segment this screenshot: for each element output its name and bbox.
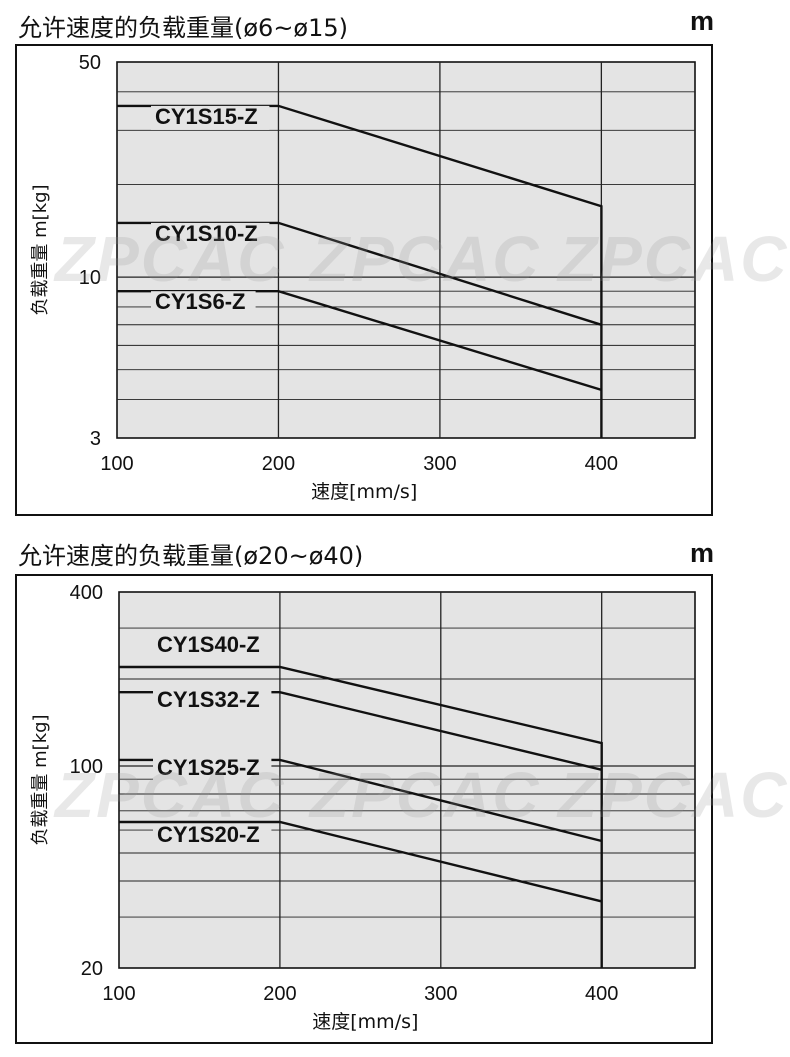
- x-tick-label: 400: [585, 983, 618, 1005]
- unit-mark: m: [689, 538, 714, 568]
- series-label-bg: [151, 222, 270, 247]
- chart-svg: 100 200 300 400 400 100 20 速度[mm/s] 负载重量 m[kg] CY…: [30, 582, 696, 1033]
- series-label-bg: [153, 634, 272, 659]
- series-label: CY1S25-Z: [157, 755, 260, 780]
- chart-svg: 100 200 300 400 50 10 3 速度[mm/s] 负载重量 m[kg] CY1S1…: [30, 52, 696, 503]
- chart-title: 允许速度的负载重量(ø20~ø40): [18, 542, 364, 570]
- y-tick-label: 50: [79, 52, 101, 74]
- x-tick-label: 100: [102, 983, 135, 1005]
- series-label-bg: [151, 105, 270, 130]
- unit-mark: m: [689, 6, 714, 36]
- series-label: CY1S6-Z: [155, 289, 245, 314]
- series-line: [117, 221, 602, 326]
- chart-title: 允许速度的负载重量(ø6~ø15): [18, 14, 349, 42]
- y-tick-label: 400: [70, 582, 103, 604]
- series-line: [119, 665, 603, 968]
- y-tick-label: 10: [79, 267, 101, 289]
- x-tick-label: 100: [100, 453, 133, 475]
- series-label-bg: [153, 756, 272, 781]
- y-axis-label: 负载重量 m[kg]: [30, 714, 51, 845]
- x-tick-label: 300: [424, 983, 457, 1005]
- x-tick-label: 200: [262, 453, 295, 475]
- x-tick-label: 300: [423, 453, 456, 475]
- series-label-bg: [153, 824, 272, 849]
- y-tick-label: 20: [81, 958, 103, 980]
- series-label-bg: [151, 291, 256, 316]
- series-label: CY1S10-Z: [155, 221, 258, 246]
- y-axis-label: 负载重量 m[kg]: [30, 184, 51, 315]
- chart-panel-1: 允许速度的负载重量(ø6~ø15) m 100 200 300 400 50 10 3 速度[…: [0, 0, 790, 520]
- y-tick-label: 100: [70, 756, 103, 778]
- series-label: CY1S40-Z: [157, 632, 260, 657]
- series-line: [117, 104, 603, 438]
- series-label: CY1S32-Z: [157, 687, 260, 712]
- series-label: CY1S15-Z: [155, 104, 258, 129]
- x-axis-label: 速度[mm/s]: [311, 481, 417, 503]
- series-label-bg: [153, 689, 272, 714]
- plot-area: [116, 61, 696, 439]
- x-axis-label: 速度[mm/s]: [312, 1011, 418, 1033]
- x-tick-label: 200: [263, 983, 296, 1005]
- y-tick-label: 3: [90, 428, 101, 450]
- chart-panel-2: 允许速度的负载重量(ø20~ø40) m 100 200 300 400 400 100 2…: [0, 526, 790, 1057]
- series-line: [119, 820, 602, 903]
- x-tick-label: 400: [585, 453, 618, 475]
- series-label: CY1S20-Z: [157, 822, 260, 847]
